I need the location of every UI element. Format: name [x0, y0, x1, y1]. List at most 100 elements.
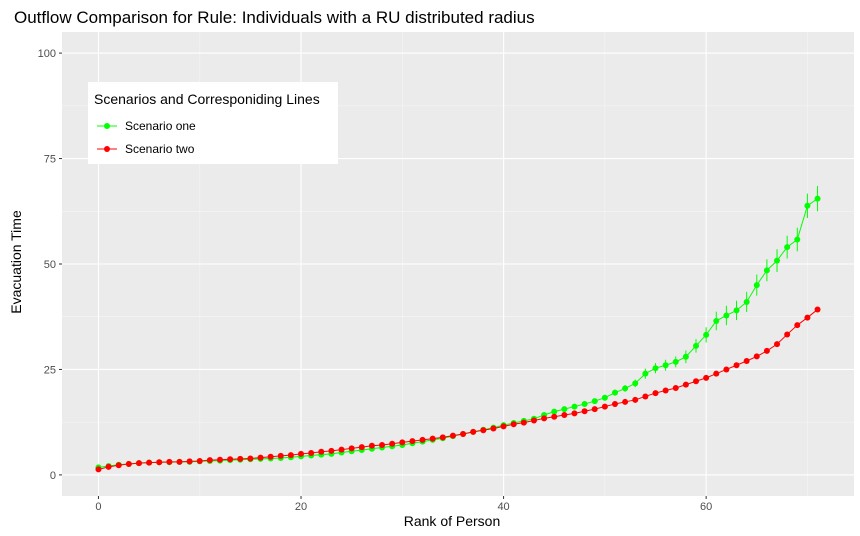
data-point — [267, 453, 274, 460]
data-point — [308, 449, 315, 456]
data-point — [206, 457, 213, 464]
data-point — [389, 440, 396, 447]
x-tick-label: 60 — [700, 501, 712, 513]
x-tick-label: 40 — [497, 501, 509, 513]
y-tick-label: 25 — [44, 364, 56, 376]
data-point — [611, 401, 618, 408]
legend: Scenarios and Corresponiding Lines Scena… — [88, 82, 338, 164]
data-point — [733, 307, 740, 314]
data-point — [510, 421, 517, 428]
data-point — [672, 385, 679, 392]
data-point — [125, 460, 132, 467]
data-point — [784, 331, 791, 338]
legend-label: Scenario one — [125, 119, 196, 133]
data-point — [247, 455, 254, 462]
data-point — [693, 342, 700, 349]
data-point — [642, 370, 649, 377]
x-axis-title: Rank of Person — [404, 513, 501, 529]
x-tick-label: 0 — [95, 501, 101, 513]
data-point — [368, 442, 375, 449]
data-point — [713, 370, 720, 377]
data-point — [652, 365, 659, 372]
data-point — [105, 463, 112, 470]
data-point — [693, 378, 700, 385]
data-point — [176, 458, 183, 465]
data-point — [601, 394, 608, 401]
data-point — [530, 417, 537, 424]
legend-items: Scenario one Scenario two — [97, 119, 196, 156]
data-point — [632, 396, 639, 403]
data-point — [480, 427, 487, 434]
legend-label: Scenario two — [125, 142, 195, 156]
data-point — [561, 412, 568, 419]
data-point — [490, 425, 497, 432]
data-point — [642, 393, 649, 400]
data-point — [814, 195, 821, 202]
data-point — [551, 413, 558, 420]
data-point — [804, 314, 811, 321]
y-axis-title: Evacuation Time — [8, 210, 24, 314]
data-point — [733, 362, 740, 369]
data-point — [753, 282, 760, 289]
data-point — [622, 398, 629, 405]
data-point — [298, 450, 305, 457]
data-point — [622, 385, 629, 392]
axis-ticks: 0 20 40 60 0 25 50 75 100 — [38, 48, 713, 513]
data-point — [318, 448, 325, 455]
data-point — [156, 459, 163, 466]
x-tick-label: 20 — [295, 501, 307, 513]
legend-item: Scenario two — [97, 142, 195, 156]
data-point — [571, 410, 578, 417]
data-point — [227, 456, 234, 463]
data-point — [632, 380, 639, 387]
data-point — [561, 406, 568, 413]
y-tick-label: 75 — [44, 154, 56, 166]
data-point — [591, 406, 598, 413]
data-point — [743, 298, 750, 305]
y-tick-label: 50 — [44, 259, 56, 271]
data-point — [753, 353, 760, 360]
data-point — [470, 428, 477, 435]
data-point — [551, 408, 558, 415]
data-point — [682, 381, 689, 388]
data-point — [439, 434, 446, 441]
data-point — [662, 387, 669, 394]
data-point — [196, 457, 203, 464]
data-point — [703, 331, 710, 338]
data-point — [257, 454, 264, 461]
series-layer — [95, 185, 821, 473]
data-point — [166, 458, 173, 465]
data-point — [186, 458, 193, 465]
data-point — [794, 236, 801, 243]
data-point — [804, 202, 811, 209]
series-2 — [95, 306, 821, 473]
data-point — [338, 446, 345, 453]
data-point — [460, 430, 467, 437]
legend-key-point — [104, 123, 110, 129]
legend-title: Scenarios and Corresponiding Lines — [94, 91, 320, 107]
data-point — [409, 438, 416, 445]
data-point — [287, 452, 294, 459]
chart-title: Outflow Comparison for Rule: Individuals… — [14, 8, 535, 27]
data-point — [763, 347, 770, 354]
data-point — [419, 436, 426, 443]
data-point — [146, 459, 153, 466]
data-point — [784, 244, 791, 251]
data-point — [591, 398, 598, 405]
data-point — [571, 403, 578, 410]
data-point — [763, 267, 770, 274]
data-point — [95, 466, 102, 473]
data-point — [611, 389, 618, 396]
data-point — [135, 460, 142, 467]
data-point — [581, 408, 588, 415]
data-point — [672, 358, 679, 365]
y-tick-label: 0 — [50, 470, 56, 482]
data-point — [601, 403, 608, 410]
data-point — [399, 439, 406, 446]
data-point — [703, 374, 710, 381]
data-point — [379, 441, 386, 448]
data-point — [216, 456, 223, 463]
y-tick-label: 100 — [38, 48, 56, 60]
data-point — [237, 455, 244, 462]
data-point — [652, 390, 659, 397]
